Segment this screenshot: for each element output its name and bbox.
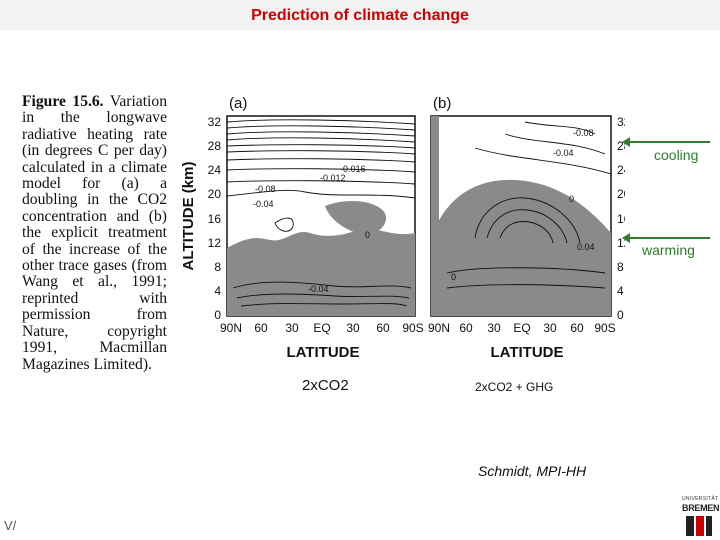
cooling-arrow-head — [622, 137, 630, 147]
cooling-arrow-line — [628, 141, 710, 143]
y-tick-label: 12 — [208, 236, 222, 250]
x-tick-label: 30 — [285, 321, 299, 335]
panel-b-left-strip — [431, 116, 439, 316]
panel-b-contour-label: -0.04 — [553, 148, 574, 158]
y-tick-label: 0 — [617, 308, 624, 322]
x-tick-label: 30 — [487, 321, 501, 335]
y-tick-label: 28 — [617, 139, 625, 153]
figure-label: Figure 15.6. — [22, 93, 104, 110]
x-axis-label-b: LATITUDE — [490, 344, 563, 361]
panel-b-shaded-region — [431, 179, 611, 316]
panel-b: -0.08 -0.04 0 0.04 0 (b) — [430, 95, 612, 317]
x-tick-label: EQ — [513, 321, 530, 335]
credit-text: Schmidt, MPI-HH — [478, 463, 587, 479]
x-tick-label: 60 — [376, 321, 390, 335]
y-tick-label: 4 — [214, 284, 221, 298]
y-tick-label: 20 — [208, 187, 222, 201]
slide-corner-label: V/ — [4, 518, 17, 533]
y-tick-label: 8 — [617, 260, 624, 274]
y-tick-label: 24 — [208, 163, 222, 177]
y-tick-label: 24 — [617, 163, 625, 177]
y-tick-label: 16 — [617, 212, 625, 226]
logo-small-text: UNIVERSITÄT — [682, 496, 719, 502]
panel-b-contour-label: 0 — [451, 272, 456, 282]
caption-text: Variation in the longwave radiative heat… — [22, 93, 167, 373]
x-tick-label: 90S — [594, 321, 615, 335]
warming-label: warming — [642, 242, 695, 258]
cooling-label: cooling — [654, 147, 699, 163]
y-axis-label: ALTITUDE (km) — [180, 162, 197, 271]
panel-b-contour-label: 0 — [569, 194, 574, 204]
x-tick-label: 90N — [428, 321, 450, 335]
slide-title: Prediction of climate change — [251, 7, 469, 24]
x-tick-label: 60 — [459, 321, 473, 335]
y-tick-label: 32 — [208, 115, 222, 129]
figure-caption: Figure 15.6. Variation in the longwave r… — [22, 93, 167, 373]
panel-a-shaded-mid — [325, 201, 387, 235]
x-tick-label: 60 — [254, 321, 268, 335]
y-tick-label: 12 — [617, 236, 625, 250]
panel-a-contour-label: -0.012 — [320, 173, 346, 183]
y-tick-label: 20 — [617, 187, 625, 201]
panel-b-contour-label: 0.04 — [577, 242, 595, 252]
y-tick-label: 8 — [214, 260, 221, 274]
panel-a-upper-contours — [227, 119, 415, 199]
panel-a-contour-label: -0.04 — [253, 199, 274, 209]
x-tick-label: 90N — [220, 321, 242, 335]
panel-b-contours — [446, 121, 611, 289]
logo-name: BREMEN — [682, 503, 720, 513]
y-ticks-left: 32 28 24 20 16 12 8 4 0 — [208, 115, 222, 322]
university-logo: UNIVERSITÄT BREMEN — [680, 496, 720, 540]
panel-a-case-label: 2xCO2 — [302, 377, 349, 394]
x-tick-label: EQ — [313, 321, 330, 335]
panel-b-case-label: 2xCO2 + GHG — [475, 380, 554, 394]
y-ticks-right: 32 28 24 20 16 12 8 4 0 — [617, 115, 625, 322]
panel-a-contour-label: -0.08 — [255, 184, 276, 194]
panel-a-contour-label: -0.016 — [340, 164, 366, 174]
y-tick-label: 32 — [617, 115, 625, 129]
x-tick-label: 30 — [346, 321, 360, 335]
x-tick-label: 60 — [570, 321, 584, 335]
y-tick-label: 0 — [214, 308, 221, 322]
logo-mark-icon — [686, 516, 712, 536]
x-ticks-b: 90N 60 30 EQ 30 60 90S — [428, 321, 616, 335]
panel-b-contour-label: -0.08 — [573, 128, 594, 138]
x-ticks-a: 90N 60 30 EQ 30 60 90S — [220, 321, 424, 335]
panel-b-label: (b) — [433, 95, 451, 112]
title-bar — [0, 0, 720, 30]
panel-a-label: (a) — [229, 95, 247, 112]
panel-a: -0.016 -0.012 -0.08 -0.04 0 -0.04 (a) — [226, 95, 416, 317]
panel-a-lower-contours — [232, 217, 412, 307]
x-axis-label-a: LATITUDE — [286, 344, 359, 361]
x-tick-label: 30 — [543, 321, 557, 335]
x-tick-label: 90S — [402, 321, 423, 335]
panel-a-shaded-region — [227, 228, 415, 316]
warming-arrow-head — [622, 233, 630, 243]
warming-arrow-line — [628, 237, 710, 239]
y-tick-label: 28 — [208, 139, 222, 153]
panel-a-contour-label: -0.04 — [308, 284, 329, 294]
panel-a-contour-label: 0 — [365, 230, 370, 240]
y-tick-label: 16 — [208, 212, 222, 226]
y-tick-label: 4 — [617, 284, 624, 298]
contour-figure: ALTITUDE (km) — [180, 95, 625, 361]
